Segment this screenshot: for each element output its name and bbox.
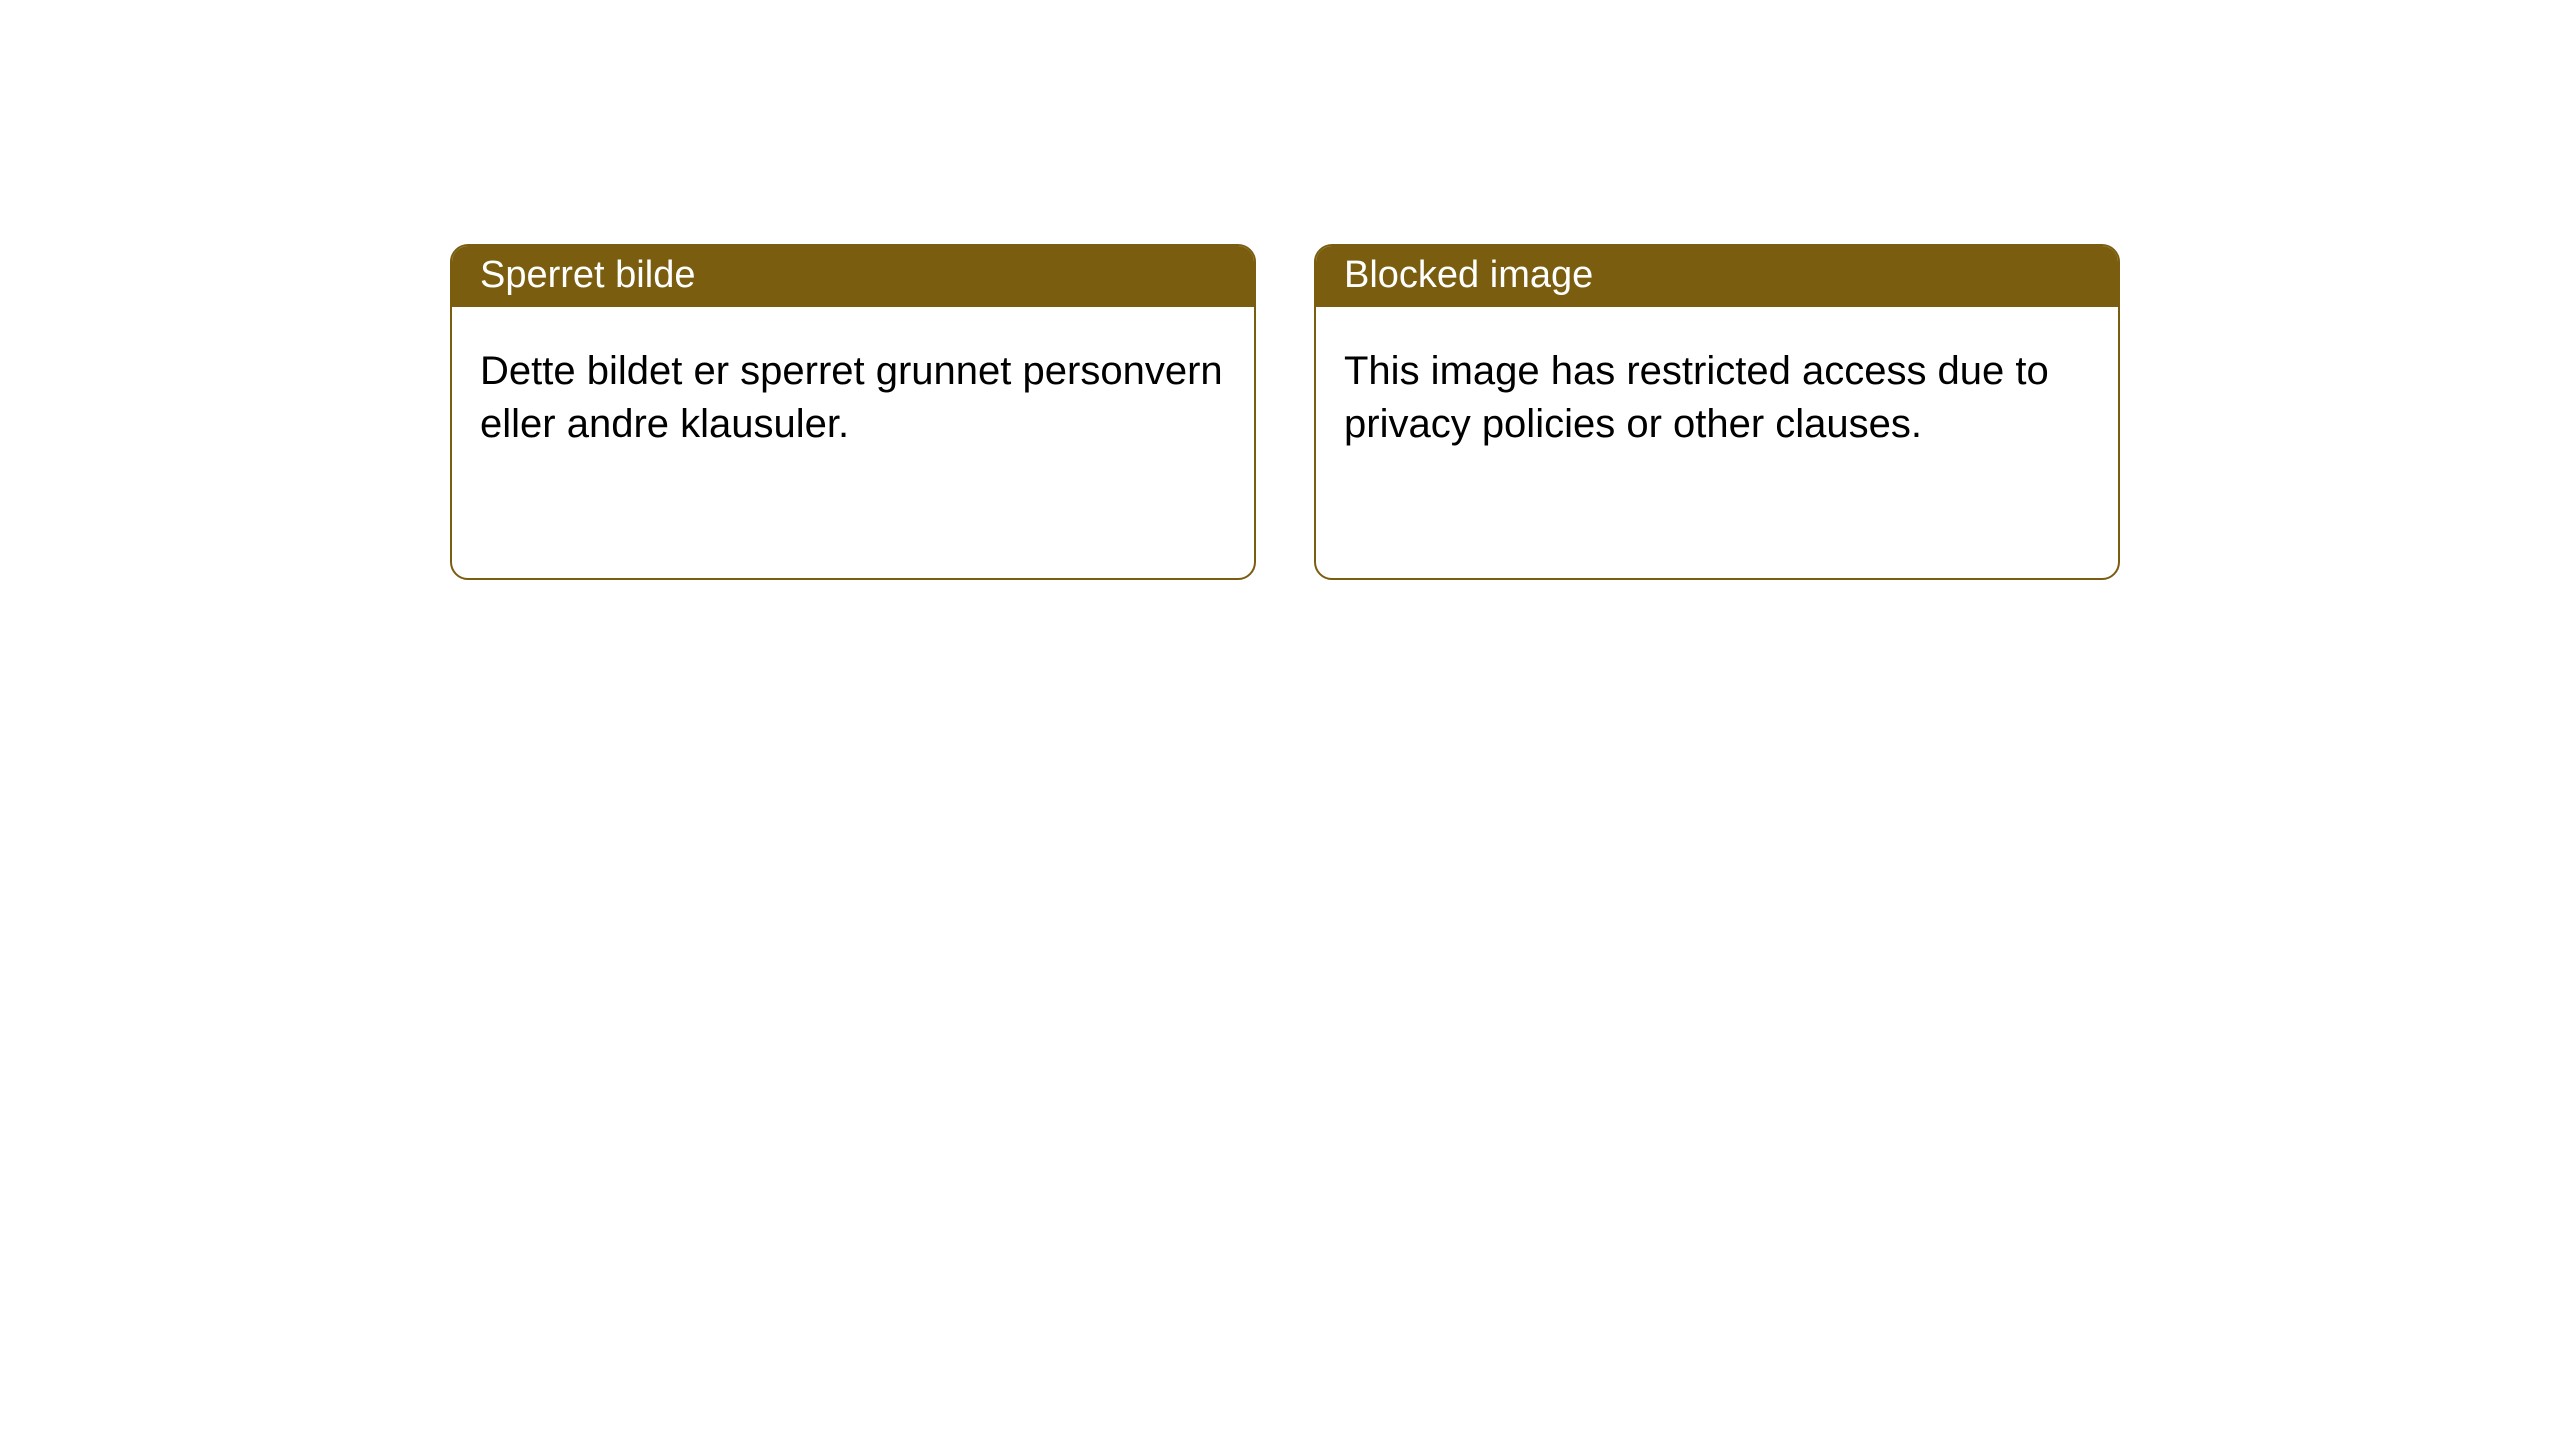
notice-body: This image has restricted access due to … (1316, 307, 2118, 479)
notice-container: Sperret bilde Dette bildet er sperret gr… (0, 0, 2560, 580)
notice-header: Blocked image (1316, 246, 2118, 307)
notice-card-norwegian: Sperret bilde Dette bildet er sperret gr… (450, 244, 1256, 580)
notice-header: Sperret bilde (452, 246, 1254, 307)
notice-body: Dette bildet er sperret grunnet personve… (452, 307, 1254, 479)
notice-card-english: Blocked image This image has restricted … (1314, 244, 2120, 580)
